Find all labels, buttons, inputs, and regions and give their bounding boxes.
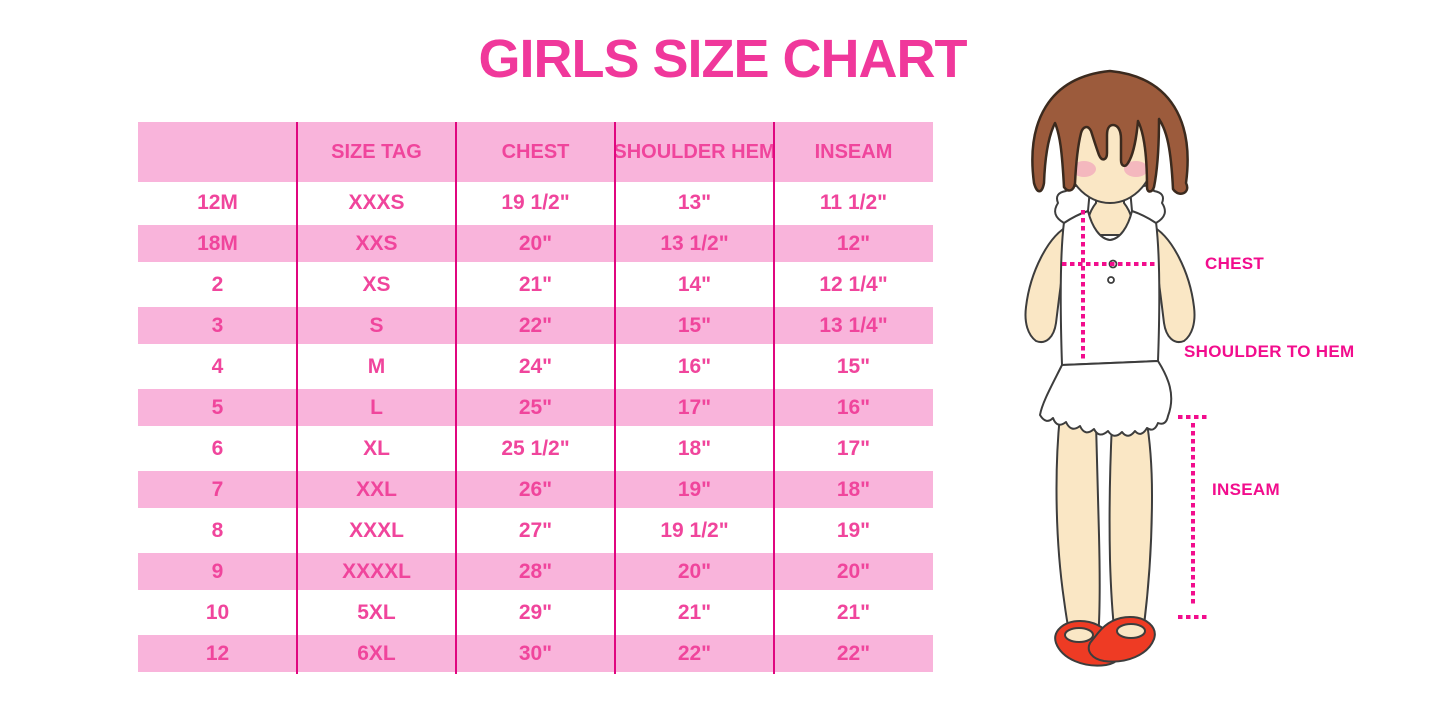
- size-table-body: 12M XXXS 19 1/2" 13" 11 1/2" 18M XXS 20"…: [138, 182, 933, 674]
- cell-size-tag: L: [370, 395, 383, 419]
- table-row: 8 XXXL 27" 19 1/2" 19": [138, 510, 933, 551]
- cell-inseam: 13 1/4": [819, 313, 888, 337]
- girl-hair: [1031, 69, 1189, 195]
- table-row: 12 6XL 30" 22" 22": [138, 633, 933, 674]
- cell-shoulder-hem: 21": [677, 600, 712, 624]
- cell-inseam: 12": [836, 231, 871, 255]
- column-divider: [296, 122, 298, 674]
- cell-size: 2: [211, 272, 224, 296]
- cell-size-tag: M: [367, 354, 386, 378]
- cell-shoulder-hem: 20": [677, 559, 712, 583]
- cell-size-tag: XXXS: [348, 190, 405, 214]
- cell-shoulder-hem: 19": [677, 477, 712, 501]
- cell-chest: 20": [518, 231, 553, 255]
- cell-chest: 26": [518, 477, 553, 501]
- cell-shoulder-hem: 13": [677, 190, 712, 214]
- shoulder-to-hem-label: SHOULDER TO HEM: [1184, 342, 1355, 361]
- cell-size: 12: [205, 641, 230, 665]
- cell-shoulder-hem: 19 1/2": [660, 518, 729, 542]
- cell-chest: 28": [518, 559, 553, 583]
- cell-size-tag: XXXXL: [342, 559, 411, 583]
- cell-size: 18M: [197, 231, 238, 255]
- table-row: 7 XXL 26" 19" 18": [138, 469, 933, 510]
- cell-chest: 30": [518, 641, 553, 665]
- table-row: 4 M 24" 16" 15": [138, 346, 933, 387]
- cell-chest: 21": [518, 272, 553, 296]
- cell-shoulder-hem: 18": [677, 436, 712, 460]
- cell-size-tag: S: [369, 313, 384, 337]
- cell-inseam: 21": [836, 600, 871, 624]
- size-table-header-row: SIZE TAG CHEST SHOULDER HEM INSEAM: [138, 122, 933, 182]
- cell-chest: 24": [518, 354, 553, 378]
- table-row: 5 L 25" 17" 16": [138, 387, 933, 428]
- cell-chest: 25 1/2": [501, 436, 570, 460]
- cell-inseam: 22": [836, 641, 871, 665]
- column-divider: [773, 122, 775, 674]
- cell-size: 8: [211, 518, 224, 542]
- header-cell-size-tag: SIZE TAG: [331, 140, 422, 163]
- header-cell-blank: [138, 122, 297, 182]
- chest-label: CHEST: [1205, 254, 1265, 273]
- cell-inseam: 12 1/4": [819, 272, 888, 296]
- cell-size: 7: [211, 477, 224, 501]
- table-row: 12M XXXS 19 1/2" 13" 11 1/2": [138, 182, 933, 223]
- cell-size-tag: XXXL: [349, 518, 404, 542]
- cell-chest: 25": [518, 395, 553, 419]
- size-table: SIZE TAG CHEST SHOULDER HEM INSEAM 12M X…: [138, 122, 933, 674]
- girl-legs: [1055, 414, 1153, 640]
- cell-inseam: 20": [836, 559, 871, 583]
- cell-chest: 22": [518, 313, 553, 337]
- girl-blush: [1072, 161, 1148, 177]
- cell-size-tag: 6XL: [357, 641, 396, 665]
- cell-size: 4: [211, 354, 224, 378]
- cell-size-tag: XL: [363, 436, 390, 460]
- cell-shoulder-hem: 16": [677, 354, 712, 378]
- column-divider: [614, 122, 616, 674]
- cell-size: 12M: [197, 190, 238, 214]
- table-row: 18M XXS 20" 13 1/2" 12": [138, 223, 933, 264]
- table-row: 9 XXXXL 28" 20" 20": [138, 551, 933, 592]
- table-row: 10 5XL 29" 21" 21": [138, 592, 933, 633]
- girl-arms: [1024, 224, 1196, 343]
- cell-size-tag: XXS: [355, 231, 398, 255]
- cell-chest: 29": [518, 600, 553, 624]
- cell-size-tag: XS: [362, 272, 391, 296]
- cell-chest: 19 1/2": [501, 190, 570, 214]
- cell-inseam: 15": [836, 354, 871, 378]
- cell-shoulder-hem: 22": [677, 641, 712, 665]
- header-cell-chest: CHEST: [501, 140, 570, 163]
- cell-size-tag: XXL: [356, 477, 397, 501]
- cell-size: 5: [211, 395, 224, 419]
- cell-size-tag: 5XL: [357, 600, 396, 624]
- cell-size: 6: [211, 436, 224, 460]
- header-cell-shoulder-hem: SHOULDER HEM: [613, 140, 776, 163]
- page-title: GIRLS SIZE CHART: [478, 29, 967, 89]
- cell-shoulder-hem: 15": [677, 313, 712, 337]
- cell-size: 3: [211, 313, 224, 337]
- cell-chest: 27": [518, 518, 553, 542]
- cell-size: 10: [205, 600, 230, 624]
- girl-top: [1059, 210, 1161, 366]
- cell-inseam: 18": [836, 477, 871, 501]
- girl-figure-illustration: [1024, 69, 1208, 667]
- cell-shoulder-hem: 17": [677, 395, 712, 419]
- girl-skirt: [1039, 360, 1173, 437]
- cell-shoulder-hem: 14": [677, 272, 712, 296]
- cell-size: 9: [211, 559, 224, 583]
- header-cell-inseam: INSEAM: [814, 140, 893, 163]
- cell-inseam: 19": [836, 518, 871, 542]
- table-row: 3 S 22" 15" 13 1/4": [138, 305, 933, 346]
- table-row: 2 XS 21" 14" 12 1/4": [138, 264, 933, 305]
- cell-inseam: 16": [836, 395, 871, 419]
- column-divider: [455, 122, 457, 674]
- cell-shoulder-hem: 13 1/2": [660, 231, 729, 255]
- cell-inseam: 11 1/2": [819, 190, 888, 214]
- inseam-label: INSEAM: [1212, 480, 1280, 499]
- girl-shoes: [1054, 616, 1156, 667]
- cell-inseam: 17": [836, 436, 871, 460]
- table-row: 6 XL 25 1/2" 18" 17": [138, 428, 933, 469]
